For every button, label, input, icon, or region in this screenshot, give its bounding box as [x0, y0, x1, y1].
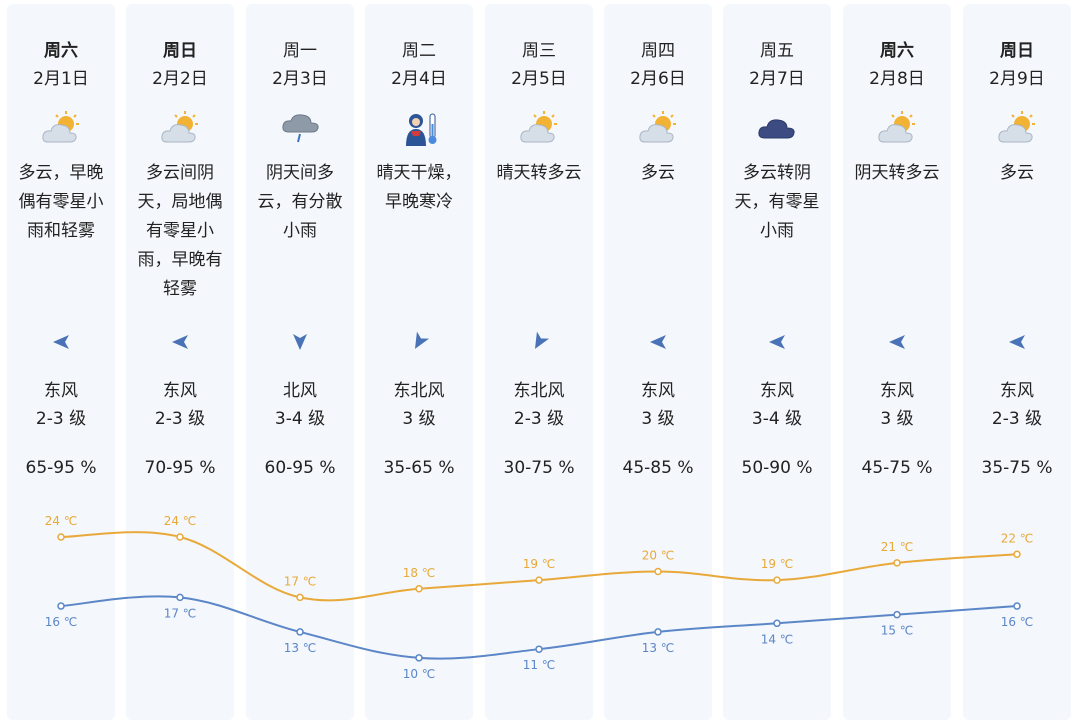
date-label: 2月9日: [989, 69, 1045, 89]
weekday-label: 周日: [1000, 41, 1034, 61]
day-column: 周五 2月7日 多云转阴天，有零星小雨 东风 3-4 级 50-90 %: [723, 4, 831, 720]
west-arrow-icon: [169, 331, 191, 353]
humidity-range: 45-85 %: [622, 458, 694, 478]
humidity-range: 45-75 %: [861, 458, 933, 478]
partly-cloudy-icon: [160, 110, 202, 148]
southwest-arrow-icon: [408, 331, 430, 353]
day-column: 周二 2月4日 晴天干燥，早晚寒冷 东北风 3 级 35-65 %: [365, 4, 473, 720]
weekday-label: 周二: [402, 41, 436, 61]
wind-level: 3-4 级: [751, 409, 803, 429]
wind-direction: 北风: [283, 381, 317, 401]
day-column: 周日 2月2日 多云间阴天，局地偶有零星小雨，早晚有轻雾 东风 2-3 级 70…: [126, 4, 234, 720]
weather-description: 多云: [1000, 163, 1034, 183]
date-label: 2月8日: [869, 69, 925, 89]
partly-cloudy-icon: [41, 110, 83, 148]
wind-direction: 东北风: [393, 381, 445, 401]
weekday-label: 周六: [880, 41, 914, 61]
wind-level: 3-4 级: [274, 409, 326, 429]
wind-direction: 东风: [163, 381, 197, 401]
wind-level: 3 级: [880, 409, 914, 429]
wind-direction: 东风: [760, 381, 794, 401]
west-arrow-icon: [50, 331, 72, 353]
weather-description: 多云，早晚偶有零星小雨和轻雾: [18, 163, 104, 241]
day-column: 周六 2月1日 多云，早晚偶有零星小雨和轻雾 东风 2-3 级 65-95 %: [7, 4, 115, 720]
weather-description: 多云转阴天，有零星小雨: [734, 163, 820, 241]
south-arrow-icon: [289, 331, 311, 353]
cold-person-icon: [399, 110, 441, 148]
day-column: 周六 2月8日 阴天转多云 东风 3 级 45-75 %: [843, 4, 951, 720]
weekday-label: 周三: [522, 41, 556, 61]
weather-description: 多云: [641, 163, 675, 183]
wind-direction: 东北风: [513, 381, 565, 401]
weather-description: 阴天间多云，有分散小雨: [257, 163, 343, 241]
day-column: 周一 2月3日 阴天间多云，有分散小雨 北风 3-4 级 60-95 %: [246, 4, 354, 720]
partly-cloudy-icon: [638, 110, 680, 148]
date-label: 2月6日: [630, 69, 686, 89]
southwest-arrow-icon: [528, 331, 550, 353]
weather-description: 晴天干燥，早晚寒冷: [376, 163, 462, 212]
date-label: 2月1日: [33, 69, 89, 89]
weekday-label: 周一: [283, 41, 317, 61]
dark-cloud-icon: [757, 110, 799, 148]
wind-level: 2-3 级: [513, 409, 565, 429]
weekday-label: 周六: [44, 41, 78, 61]
wind-level: 2-3 级: [991, 409, 1043, 429]
partly-cloudy-icon: [997, 110, 1039, 148]
date-label: 2月7日: [749, 69, 805, 89]
humidity-range: 70-95 %: [144, 458, 216, 478]
wind-direction: 东风: [1000, 381, 1034, 401]
west-arrow-icon: [1006, 331, 1028, 353]
wind-level: 3 级: [641, 409, 675, 429]
partly-cloudy-icon: [877, 110, 919, 148]
weekday-label: 周日: [163, 41, 197, 61]
wind-direction: 东风: [641, 381, 675, 401]
date-label: 2月4日: [391, 69, 447, 89]
west-arrow-icon: [886, 331, 908, 353]
humidity-range: 30-75 %: [503, 458, 575, 478]
humidity-range: 65-95 %: [25, 458, 97, 478]
wind-direction: 东风: [44, 381, 78, 401]
day-column: 周三 2月5日 晴天转多云 东北风 2-3 级 30-75 %: [485, 4, 593, 720]
wind-level: 3 级: [402, 409, 436, 429]
date-label: 2月2日: [152, 69, 208, 89]
date-label: 2月3日: [272, 69, 328, 89]
west-arrow-icon: [647, 331, 669, 353]
partly-cloudy-icon: [519, 110, 561, 148]
weekday-label: 周五: [760, 41, 794, 61]
west-arrow-icon: [766, 331, 788, 353]
day-column: 周日 2月9日 多云 东风 2-3 级 35-75 %: [963, 4, 1071, 720]
wind-direction: 东风: [880, 381, 914, 401]
rain-cloud-icon: [280, 110, 322, 148]
humidity-range: 35-75 %: [981, 458, 1053, 478]
wind-level: 2-3 级: [154, 409, 206, 429]
weekday-label: 周四: [641, 41, 675, 61]
date-label: 2月5日: [511, 69, 567, 89]
weather-description: 多云间阴天，局地偶有零星小雨，早晚有轻雾: [137, 163, 223, 299]
humidity-range: 50-90 %: [741, 458, 813, 478]
weather-description: 晴天转多云: [496, 163, 582, 183]
humidity-range: 35-65 %: [383, 458, 455, 478]
day-column: 周四 2月6日 多云 东风 3 级 45-85 %: [604, 4, 712, 720]
wind-level: 2-3 级: [35, 409, 87, 429]
weather-description: 阴天转多云: [854, 163, 940, 183]
humidity-range: 60-95 %: [264, 458, 336, 478]
